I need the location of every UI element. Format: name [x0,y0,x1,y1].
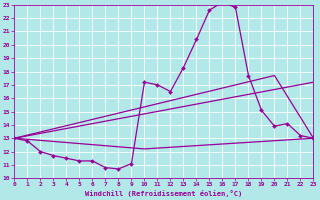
X-axis label: Windchill (Refroidissement éolien,°C): Windchill (Refroidissement éolien,°C) [85,190,243,197]
